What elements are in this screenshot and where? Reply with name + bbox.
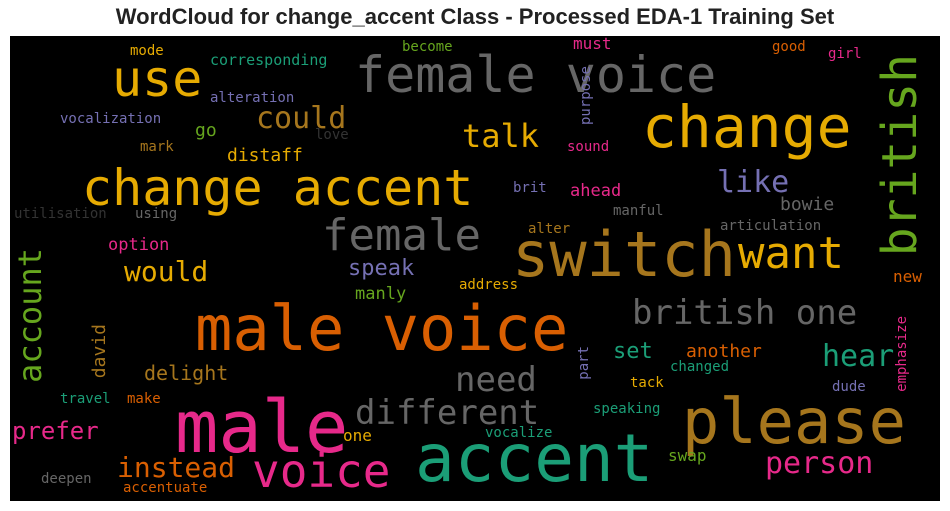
word-become: become [402, 39, 453, 55]
word-utilisation: utilisation [14, 206, 107, 222]
word-love: love [315, 127, 349, 143]
word-another: another [686, 341, 762, 362]
word-articulation: articulation [720, 218, 822, 234]
word-bowie: bowie [780, 194, 835, 215]
word-talk: talk [462, 117, 540, 155]
word-emphasize: emphasize [894, 316, 910, 392]
word-need: need [455, 360, 537, 400]
word-option: option [108, 235, 170, 255]
word-deepen: deepen [41, 471, 92, 487]
word-british: british [872, 54, 928, 257]
word-set: set [613, 339, 653, 364]
word-new: new [893, 267, 922, 286]
word-like: like [717, 165, 790, 200]
word-want: want [738, 228, 844, 279]
word-female: female [322, 210, 481, 261]
word-address: address [459, 277, 519, 293]
word-part: part [576, 346, 592, 380]
word-accentuate: accentuate [123, 480, 208, 496]
word-alteration: alteration [210, 90, 295, 106]
word-cloud: male voice accent male please switch cha… [10, 36, 940, 501]
word-use: use [112, 50, 203, 108]
word-hear: hear [822, 339, 895, 374]
word-speaking: speaking [593, 401, 661, 417]
word-accent: accent [415, 420, 654, 497]
word-could: could [256, 101, 347, 136]
chart-title: WordCloud for change_accent Class - Proc… [115, 4, 835, 29]
word-changed: changed [670, 359, 730, 375]
word-david: david [89, 324, 110, 379]
word-would: would [124, 255, 209, 288]
word-british-one: british one [632, 293, 858, 333]
word-mark: mark [140, 139, 174, 155]
word-must: must [573, 36, 612, 53]
word-vocalize: vocalize [485, 425, 553, 441]
word-speak: speak [348, 256, 415, 281]
word-dude: dude [832, 379, 866, 395]
word-one: one [343, 426, 372, 445]
word-switch: switch [512, 218, 736, 291]
word-travel: travel [60, 391, 111, 407]
word-girl: girl [828, 46, 862, 62]
word-instead: instead [117, 451, 236, 484]
word-make: make [127, 391, 161, 407]
word-brit: brit [513, 180, 547, 196]
word-male: male [175, 385, 349, 469]
word-voice: voice [252, 444, 391, 498]
word-corresponding: corresponding [210, 51, 328, 69]
word-male-voice: male voice [195, 292, 569, 365]
word-swap: swap [668, 446, 707, 465]
word-person: person [765, 446, 874, 481]
word-purpose: purpose [578, 66, 594, 126]
word-distaff: distaff [227, 145, 303, 166]
word-please: please [682, 385, 906, 458]
word-go: go [195, 120, 217, 141]
word-manful: manful [613, 203, 664, 219]
word-different: different [355, 393, 540, 433]
word-tack: tack [630, 375, 664, 391]
word-change-accent: change accent [82, 159, 474, 217]
word-mode: mode [130, 43, 164, 59]
word-good: good [772, 39, 806, 55]
word-account: account [11, 248, 49, 383]
word-vocalization: vocalization [60, 111, 162, 127]
word-prefer: prefer [12, 417, 99, 445]
word-change: change [642, 93, 852, 161]
word-sound: sound [567, 139, 610, 155]
word-manly: manly [355, 284, 407, 304]
word-ahead: ahead [570, 181, 622, 201]
word-alter: alter [528, 221, 571, 237]
word-using: using [135, 206, 178, 222]
word-delight: delight [144, 361, 229, 385]
word-female-voice: female voice [355, 46, 717, 104]
